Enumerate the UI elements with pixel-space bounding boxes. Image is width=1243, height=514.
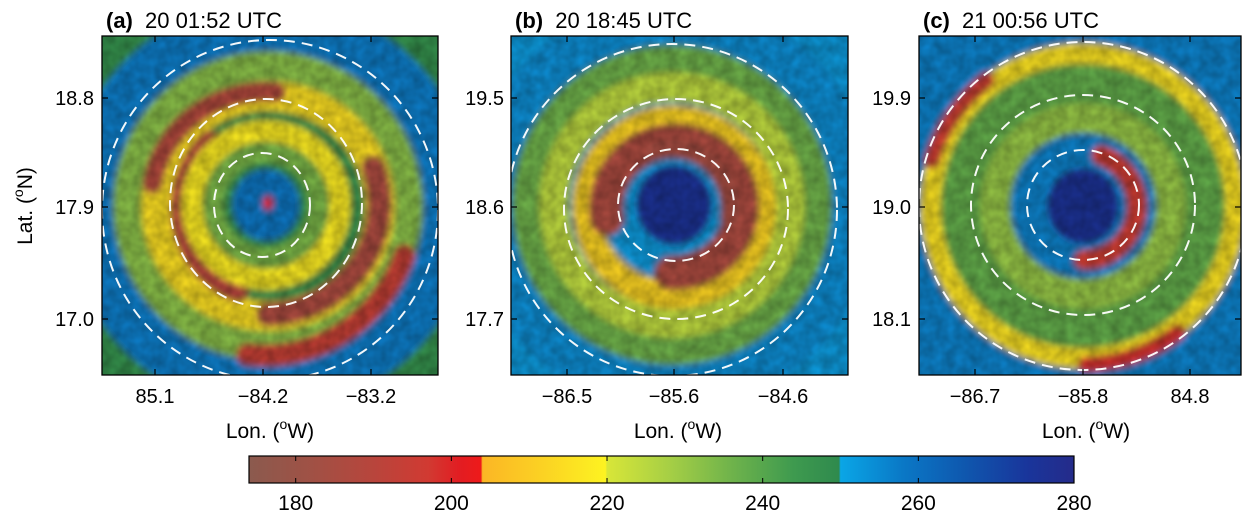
panel-b-ytick-3: 17.7 (465, 309, 504, 331)
panel-c-ytick-3: 18.1 (872, 309, 911, 331)
panel-b-xtick-3: −84.6 (758, 386, 809, 408)
panel-c-xtick-3: 84.8 (1171, 386, 1210, 408)
panel-a-frame (101, 35, 439, 376)
panel-a-xtick-3: −83.2 (346, 386, 397, 408)
colorbar: 180 200 220 240 260 280 (248, 455, 1092, 514)
panel-a-xtick-1: 85.1 (136, 386, 175, 408)
panel-c-title: (c) 21 00:56 UTC (923, 8, 1099, 33)
panel-c-ytick-2: 19.0 (872, 197, 911, 219)
panel-c-xtick-2: −85.8 (1058, 386, 1109, 408)
ylabel: Lat. (oN) (10, 167, 37, 245)
panel-a-range-rings (102, 39, 438, 375)
panel-c: (c) 21 00:56 UTC 19.9 19.0 18.1 −86.7 −8… (872, 8, 1242, 443)
panel-a-time: 20 01:52 UTC (145, 8, 282, 33)
panel-b-tag: (b) (515, 8, 543, 33)
panel-b-xlabel: Lon. (oW) (634, 416, 722, 443)
panel-a-ytick-3: 17.0 (55, 309, 94, 331)
panel-b-title: (b) 20 18:45 UTC (515, 8, 692, 33)
colorbar-tick-220: 220 (589, 492, 624, 514)
panel-a-xtick-2: −84.2 (238, 386, 289, 408)
panel-a-heatmap (102, 36, 438, 375)
panel-a-ytick-2: 17.9 (55, 197, 94, 219)
panel-a-tag: (a) (106, 8, 133, 33)
panel-b-ytick-1: 19.5 (465, 88, 504, 110)
colorbar-tick-260: 260 (901, 492, 936, 514)
panel-b-frame (510, 35, 849, 376)
colorbar-tick-240: 240 (745, 492, 780, 514)
panel-a: (a) 20 01:52 UTC 18.8 17.9 17.0 85.1 −84… (55, 8, 439, 443)
panel-c-tag: (c) (923, 8, 950, 33)
panel-a-ytick-1: 18.8 (55, 88, 94, 110)
panel-a-tick-marks (102, 36, 438, 375)
panel-c-xtick-1: −86.7 (950, 386, 1001, 408)
panel-b-xtick-1: −86.5 (542, 386, 593, 408)
panel-c-xlabel: Lon. (oW) (1042, 416, 1130, 443)
colorbar-tick-280: 280 (1056, 492, 1091, 514)
panel-b-ytick-2: 18.6 (465, 197, 504, 219)
panel-b: (b) 20 18:45 UTC 19.5 18.6 17.7 −86.5 −8… (465, 8, 849, 443)
colorbar-tick-marks (295, 456, 1075, 483)
panel-b-heatmap (511, 36, 848, 375)
panel-a-texture (102, 36, 438, 375)
panel-b-xtick-2: −85.6 (649, 386, 700, 408)
colorbar-frame (248, 455, 1075, 484)
panel-c-heatmap (919, 36, 1241, 375)
panel-b-range-rings (511, 43, 838, 375)
panel-c-texture (919, 36, 1241, 375)
panel-c-tick-marks (919, 36, 1241, 375)
colorbar-gradient (249, 456, 1074, 483)
colorbar-tick-180: 180 (278, 492, 313, 514)
panel-b-tick-marks (511, 36, 848, 375)
panel-b-time: 20 18:45 UTC (555, 8, 692, 33)
panel-a-xlabel: Lon. (oW) (226, 416, 314, 443)
colorbar-tick-200: 200 (434, 492, 469, 514)
panel-c-ytick-1: 19.9 (872, 88, 911, 110)
panel-c-frame (918, 35, 1242, 376)
panel-a-title: (a) 20 01:52 UTC (106, 8, 282, 33)
panel-c-time: 21 00:56 UTC (962, 8, 1099, 33)
